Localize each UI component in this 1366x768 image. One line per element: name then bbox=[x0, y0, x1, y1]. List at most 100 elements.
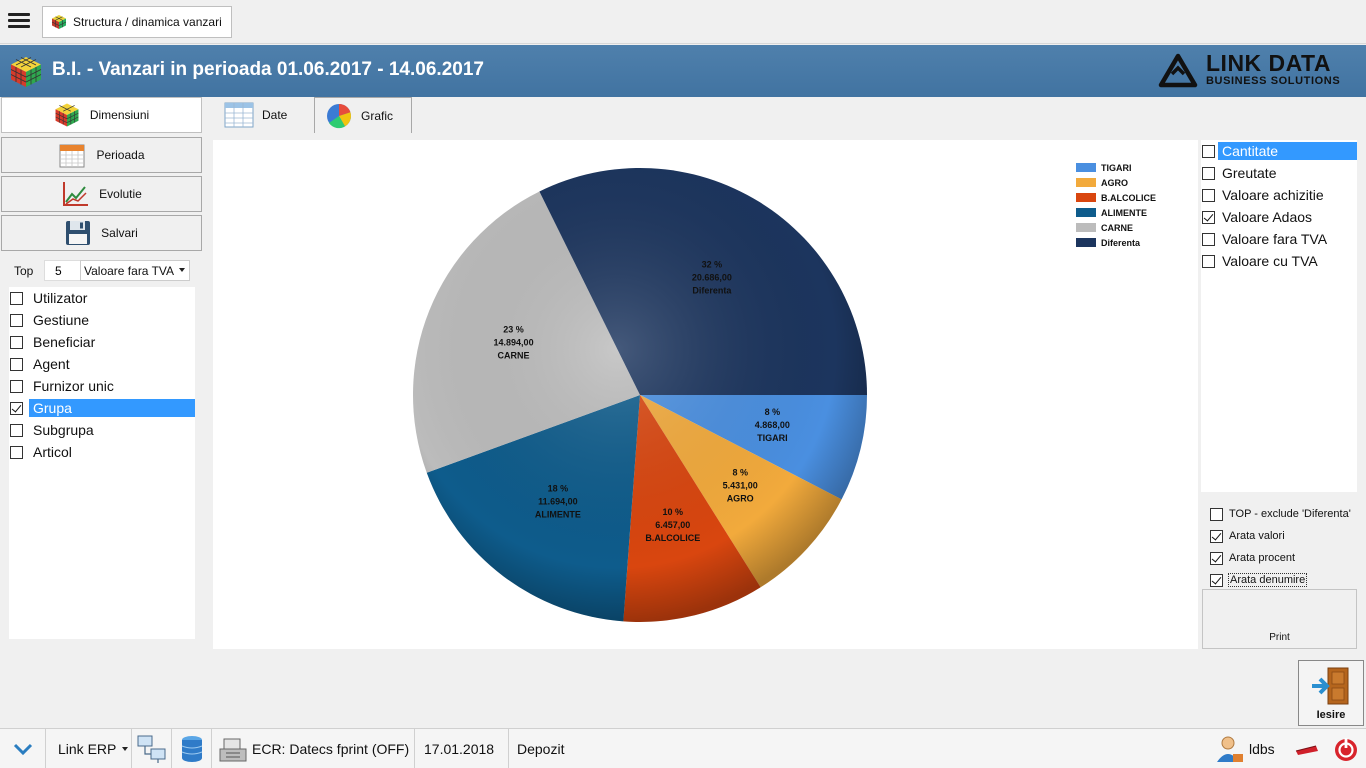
legend-swatch bbox=[1076, 238, 1096, 247]
measure-item-cantitate[interactable]: Cantitate bbox=[1201, 140, 1357, 162]
slice-value-label: 5.431,00 bbox=[723, 480, 758, 490]
option-arata-procent[interactable]: Arata procent bbox=[1210, 547, 1360, 569]
top-count-input[interactable] bbox=[44, 260, 88, 281]
dimension-label: Utilizator bbox=[33, 290, 88, 306]
measure-item-valoare-cu-tva[interactable]: Valoare cu TVA bbox=[1201, 250, 1357, 272]
legend-swatch bbox=[1076, 193, 1096, 202]
checkbox[interactable] bbox=[10, 379, 23, 393]
legend-item: AGRO bbox=[1076, 175, 1156, 190]
option-arata-valori[interactable]: Arata valori bbox=[1210, 525, 1360, 547]
checkbox[interactable] bbox=[1202, 210, 1215, 224]
checkbox[interactable] bbox=[1210, 507, 1223, 521]
perioada-button[interactable]: Perioada bbox=[1, 137, 202, 173]
dimension-item-subgrupa[interactable]: Subgrupa bbox=[9, 419, 195, 441]
lock-button[interactable] bbox=[1292, 729, 1322, 768]
exit-button[interactable]: Iesire bbox=[1298, 660, 1364, 726]
legend-label: TIGARI bbox=[1101, 162, 1132, 173]
legend-label: ALIMENTE bbox=[1101, 207, 1147, 218]
network-button[interactable] bbox=[132, 729, 172, 768]
perioada-label: Perioada bbox=[96, 148, 145, 162]
slice-name-label: B.ALCOLICE bbox=[645, 533, 700, 543]
slice-name-label: ALIMENTE bbox=[535, 510, 581, 520]
legend-item: TIGARI bbox=[1076, 160, 1156, 175]
legend-swatch bbox=[1076, 223, 1096, 232]
tab-date-label: Date bbox=[262, 108, 288, 122]
checkbox[interactable] bbox=[1202, 144, 1215, 158]
dimension-item-furnizor-unic[interactable]: Furnizor unic bbox=[9, 375, 195, 397]
checkbox[interactable] bbox=[1210, 551, 1223, 565]
evolutie-button[interactable]: Evolutie bbox=[1, 176, 202, 212]
dimension-item-utilizator[interactable]: Utilizator bbox=[9, 287, 195, 309]
measure-label: Cantitate bbox=[1218, 142, 1357, 160]
slice-percent-label: 23 % bbox=[503, 324, 524, 334]
trend-chart-icon bbox=[63, 182, 89, 206]
checkbox[interactable] bbox=[10, 313, 23, 327]
exit-label: Iesire bbox=[1316, 709, 1346, 721]
dimension-item-gestiune[interactable]: Gestiune bbox=[9, 309, 195, 331]
legend-swatch bbox=[1076, 178, 1096, 187]
expand-status-button[interactable] bbox=[0, 729, 46, 768]
hamburger-menu-icon[interactable] bbox=[6, 10, 32, 32]
rubik-cube-icon bbox=[51, 15, 67, 29]
app-menu-dropdown[interactable]: Link ERP bbox=[46, 729, 132, 768]
dimension-label: Beneficiar bbox=[33, 334, 96, 350]
measure-item-greutate[interactable]: Greutate bbox=[1201, 162, 1357, 184]
option-top-exclude-diferenta[interactable]: TOP - exclude 'Diferenta' bbox=[1210, 503, 1360, 525]
red-key-icon bbox=[1295, 745, 1318, 755]
measure-item-valoare-fara-tva[interactable]: Valoare fara TVA bbox=[1201, 228, 1357, 250]
user-name: ldbs bbox=[1249, 741, 1275, 757]
top-measure-value: Valoare fara TVA bbox=[84, 264, 175, 278]
user-avatar-icon bbox=[1217, 736, 1243, 762]
chart-legend: TIGARI AGRO B.ALCOLICE ALIMENTE CARNE Diferen… bbox=[1076, 160, 1156, 250]
option-arata-denumire[interactable]: Arata denumire bbox=[1210, 569, 1360, 591]
legend-label: B.ALCOLICE bbox=[1101, 192, 1156, 203]
dimension-label: Agent bbox=[33, 356, 70, 372]
pie-chart-icon bbox=[327, 103, 351, 128]
checkbox[interactable] bbox=[10, 335, 23, 349]
measure-item-valoare-adaos[interactable]: Valoare Adaos bbox=[1201, 206, 1357, 228]
checkbox[interactable] bbox=[10, 291, 23, 305]
title-bar: B.I. - Vanzari in perioada 01.06.2017 - … bbox=[0, 45, 1366, 97]
status-bar: Link ERP ECR: Datecs fprint (OFF) 17.01.… bbox=[0, 728, 1366, 768]
calendar-icon bbox=[59, 144, 85, 168]
chart-options: TOP - exclude 'Diferenta' Arata valori A… bbox=[1210, 503, 1360, 591]
checkbox[interactable] bbox=[1202, 254, 1215, 268]
dimension-label: Gestiune bbox=[33, 312, 90, 328]
legend-label: AGRO bbox=[1101, 177, 1128, 188]
power-button[interactable] bbox=[1328, 729, 1364, 768]
checkbox[interactable] bbox=[1210, 573, 1223, 587]
measure-item-valoare-achizitie[interactable]: Valoare achizitie bbox=[1201, 184, 1357, 206]
dimension-item-agent[interactable]: Agent bbox=[9, 353, 195, 375]
legend-item: ALIMENTE bbox=[1076, 205, 1156, 220]
dimension-item-articol[interactable]: Articol bbox=[9, 441, 195, 463]
dimension-label: Furnizor unic bbox=[33, 378, 114, 394]
table-grid-icon bbox=[224, 102, 254, 128]
tab-date[interactable]: Date bbox=[214, 97, 309, 133]
rubik-cube-icon bbox=[55, 103, 79, 127]
tab-grafic[interactable]: Grafic bbox=[314, 97, 412, 133]
dimensiuni-button[interactable]: Dimensiuni bbox=[1, 97, 202, 133]
measure-label: Greutate bbox=[1222, 165, 1277, 181]
database-button[interactable] bbox=[172, 729, 212, 768]
checkbox[interactable] bbox=[1202, 232, 1215, 246]
checkbox[interactable] bbox=[10, 357, 23, 371]
top-measure-dropdown[interactable]: Valoare fara TVA bbox=[80, 260, 190, 281]
cash-register-icon bbox=[219, 738, 247, 762]
legend-swatch bbox=[1076, 208, 1096, 217]
checkbox[interactable] bbox=[10, 423, 23, 437]
checkbox[interactable] bbox=[1210, 529, 1223, 543]
slice-name-label: CARNE bbox=[498, 350, 530, 360]
user-status[interactable]: ldbs bbox=[1215, 729, 1285, 768]
checkbox[interactable] bbox=[1202, 188, 1215, 202]
salvari-button[interactable]: Salvari bbox=[1, 215, 202, 251]
checkbox-checked[interactable] bbox=[10, 401, 23, 415]
ecr-status[interactable]: ECR: Datecs fprint (OFF) bbox=[212, 729, 415, 768]
checkbox[interactable] bbox=[10, 445, 23, 459]
window-tab[interactable]: Structura / dinamica vanzari bbox=[42, 6, 232, 38]
salvari-label: Salvari bbox=[101, 226, 138, 240]
slice-value-label: 11.694,00 bbox=[538, 497, 578, 507]
checkbox[interactable] bbox=[1202, 166, 1215, 180]
dimension-item-beneficiar[interactable]: Beneficiar bbox=[9, 331, 195, 353]
print-button[interactable]: Print bbox=[1202, 589, 1357, 649]
dimension-item-grupa[interactable]: Grupa bbox=[9, 397, 195, 419]
